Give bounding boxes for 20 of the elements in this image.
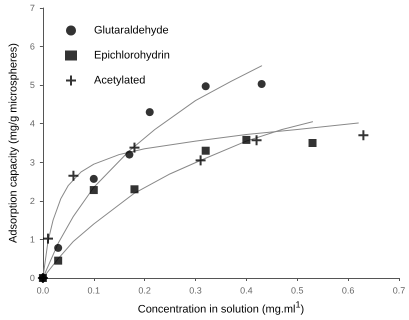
y-tick-label: 1 [30, 234, 35, 244]
x-tick-label: 0.7 [392, 286, 406, 296]
x-tick-label: 0.4 [240, 286, 253, 296]
y-tick-label: 3 [30, 157, 35, 168]
y-axis-title: Adsorption capacity (mg/g microspheres) [8, 43, 20, 243]
x-tick-label: 0.2 [138, 286, 151, 296]
x-tick-label: 0.1 [88, 286, 100, 296]
y-tick-label: 0 [30, 273, 35, 283]
legend-label: Epichlorohydrin [94, 50, 170, 62]
x-tick-label: 0.3 [189, 286, 202, 296]
legend-label: Glutaraldehyde [94, 24, 169, 36]
x-tick-label: 0.5 [291, 286, 304, 296]
legend-label: Acetylated [94, 74, 146, 86]
y-tick-label: 6 [30, 42, 35, 52]
x-tick-label: 0.0 [36, 286, 50, 296]
y-tick-label: 2 [30, 196, 35, 206]
y-tick-label: 4 [30, 118, 35, 129]
y-tick-label: 7 [30, 3, 35, 13]
x-tick-label: 0.6 [342, 286, 354, 296]
y-tick-label: 5 [30, 80, 35, 90]
